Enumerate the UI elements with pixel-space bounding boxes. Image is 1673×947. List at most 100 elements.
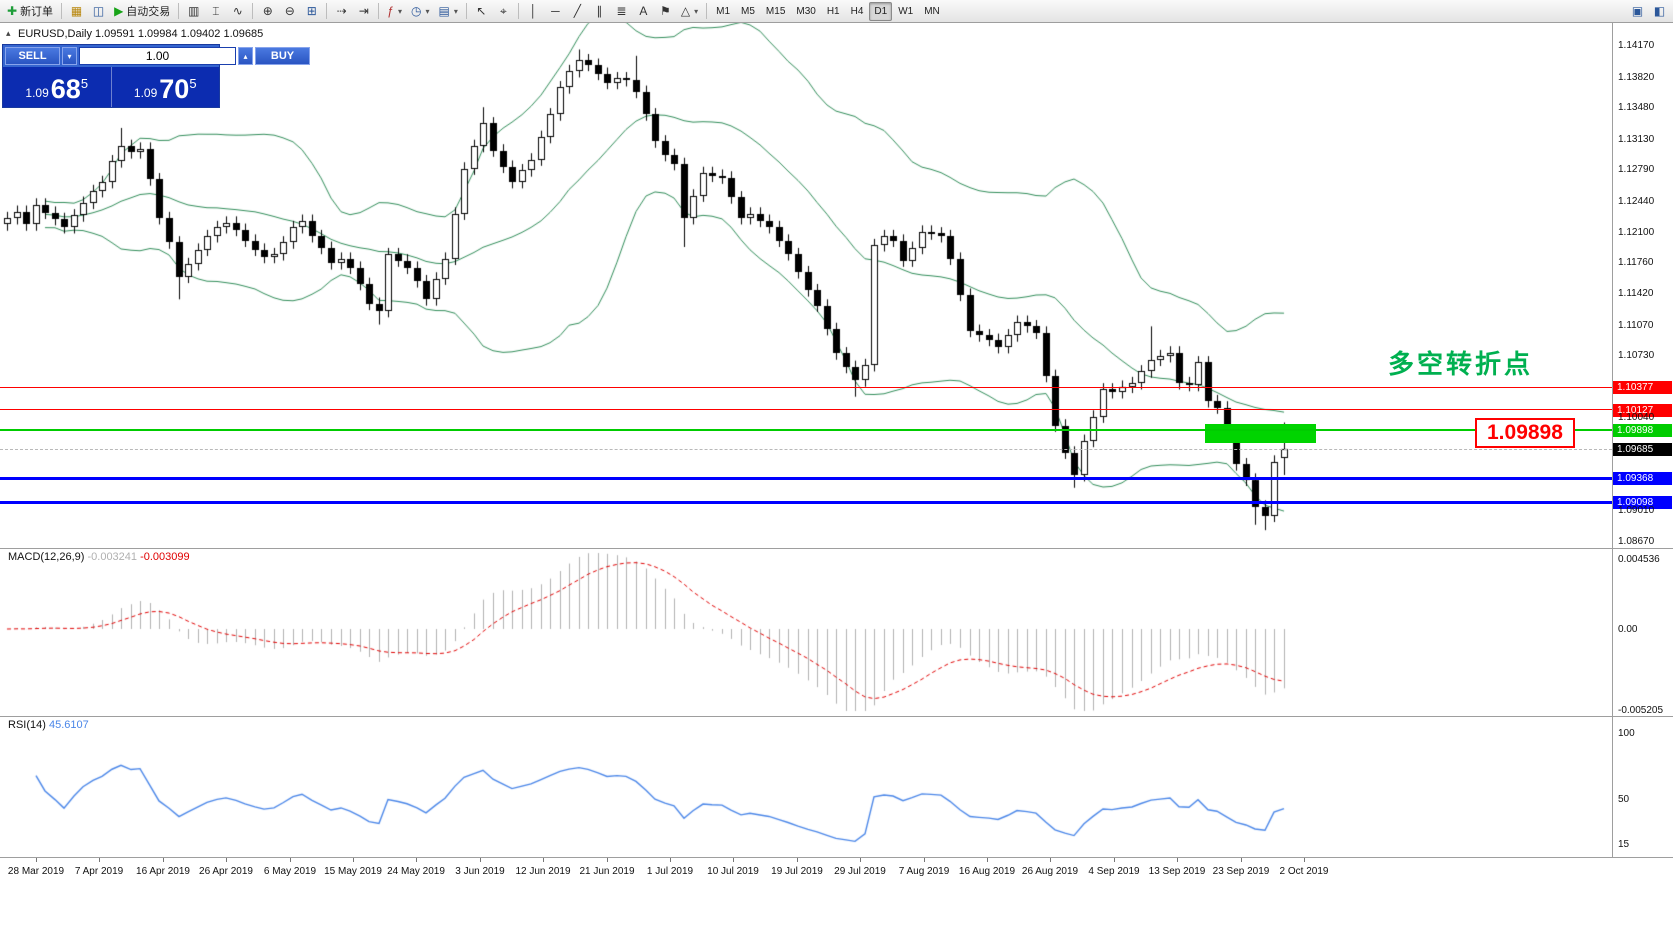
date-axis-tick [226, 858, 227, 862]
cursor-button[interactable]: ↖ [471, 2, 492, 21]
date-axis-tick [1241, 858, 1242, 862]
label-icon: ⚑ [659, 4, 671, 18]
periods-button[interactable]: ◷ ▾ [407, 2, 434, 21]
price-axis-border [1612, 23, 1613, 857]
buy-price-prefix: 1.09 [133, 86, 158, 100]
fibonacci-icon: ≣ [616, 4, 627, 18]
zoom-out-button[interactable]: ⊖ [279, 2, 300, 21]
timeframe-d1[interactable]: D1 [869, 1, 893, 21]
date-axis-tick [1114, 858, 1115, 862]
bar-chart-button[interactable]: ▥ [183, 2, 204, 21]
buy-button[interactable]: BUY [255, 47, 310, 65]
chart-properties-button[interactable]: ◧ [1649, 2, 1670, 21]
bid-price-line [0, 449, 1612, 450]
timeframe-m1[interactable]: M1 [716, 5, 731, 17]
current-price-tag: 1.09685 [1613, 443, 1672, 456]
timeframe-h1[interactable]: H1 [826, 5, 840, 17]
one-click-collapse-icon[interactable]: ▴ [6, 28, 11, 38]
templates-icon: ▤ [438, 4, 450, 18]
sell-price[interactable]: 1.09 68 5 [3, 67, 111, 107]
toolbar-separator [378, 3, 380, 19]
indicators-button[interactable]: ƒ ▾ [383, 2, 406, 21]
toolbar-separator [465, 3, 467, 19]
autotrading-button[interactable]: ▶ 自动交易 [110, 2, 174, 21]
horizontal-level-line[interactable] [0, 477, 1612, 480]
horizontal-level-line[interactable] [0, 387, 1612, 388]
timeframe-m30[interactable]: M30 [796, 5, 816, 17]
timeframe-h4[interactable]: H4 [850, 5, 864, 17]
sell-options-dropdown[interactable]: ▾ [62, 47, 77, 65]
crosshair-button[interactable]: ⌖ [493, 2, 514, 21]
price-axis-tick: 1.10040 [1618, 412, 1655, 423]
horizontal-level-line[interactable] [0, 501, 1612, 504]
channel-button[interactable]: ∥ [589, 2, 610, 21]
price-line-label: 1.10127 [1613, 404, 1672, 417]
date-axis-label: 16 Aug 2019 [958, 866, 1016, 877]
profiles-button[interactable]: ◫ [88, 2, 109, 21]
rsi-axis-tick: 50 [1618, 794, 1630, 805]
subwindow-separator[interactable] [0, 716, 1673, 717]
buy-options-dropdown[interactable]: ▴ [238, 47, 253, 65]
macd-indicator-label: MACD(12,26,9) -0.003241 -0.003099 [8, 551, 190, 563]
trendline-icon: ╱ [573, 4, 581, 18]
one-click-controls-row: SELL ▾ ▴ BUY [3, 45, 310, 67]
macd-name: MACD(12,26,9) [8, 551, 85, 563]
templates-button[interactable]: ▤ ▾ [435, 2, 462, 21]
timeframe-m15[interactable]: M15 [765, 5, 786, 17]
date-axis-label: 7 Apr 2019 [74, 866, 124, 877]
date-axis-label: 7 Aug 2019 [898, 866, 950, 877]
date-axis-label: 2 Oct 2019 [1279, 866, 1329, 877]
timeframe-m5[interactable]: M5 [741, 5, 755, 17]
text-button[interactable]: A [633, 2, 654, 21]
candlestick-chart-button[interactable]: ⌶ [205, 2, 226, 21]
line-chart-button[interactable]: ∿ [227, 2, 248, 21]
vertical-line-button[interactable]: │ [523, 2, 544, 21]
timeframe-mn[interactable]: MN [924, 5, 940, 17]
highlight-rectangle[interactable] [1205, 424, 1316, 443]
new-order-button[interactable]: ✚ 新订单 [3, 2, 57, 21]
date-axis-tick [860, 858, 861, 862]
auto-scroll-icon: ⇢ [336, 4, 347, 18]
price-axis[interactable]: 1.10377 1.10127 1.09898 1.09368 1.09098 1.096… [1612, 23, 1673, 857]
horizontal-line-button[interactable]: ─ [545, 2, 566, 21]
rsi-axis-tick: 100 [1618, 728, 1635, 739]
tile-windows-icon: ⊞ [306, 4, 317, 18]
window-layout-button[interactable]: ▣ [1627, 2, 1648, 21]
charts-button[interactable]: ▦ [66, 2, 87, 21]
turning-point-annotation[interactable]: 多空转折点 [1388, 349, 1534, 379]
price-axis-tick: 1.11760 [1618, 257, 1654, 268]
date-axis-tick [987, 858, 988, 862]
vertical-line-icon: │ [529, 4, 538, 18]
label-button[interactable]: ⚑ [655, 2, 676, 21]
tile-windows-button[interactable]: ⊞ [301, 2, 322, 21]
sell-price-prefix: 1.09 [25, 86, 49, 100]
date-axis-label: 4 Sep 2019 [1088, 866, 1140, 877]
date-axis-tick [924, 858, 925, 862]
timeframe-w1[interactable]: W1 [898, 5, 914, 17]
toolbar: ✚ 新订单 ▦ ◫ ▶ 自动交易 ▥ ⌶ ∿ ⊕ ⊖ ⊞ ⇢ ⇥ ƒ ▾ ◷ ▾ ▤ ▾ ↖ ⌖ │ ─ ╱ ∥ ≣ A ⚑ △ ▾ M1 M5… [0, 0, 1673, 23]
auto-scroll-button[interactable]: ⇢ [331, 2, 352, 21]
horizontal-level-line[interactable] [0, 409, 1612, 410]
subwindow-separator[interactable] [0, 548, 1673, 549]
trendline-button[interactable]: ╱ [567, 2, 588, 21]
dropdown-arrow-icon: ▾ [397, 6, 402, 16]
shapes-button[interactable]: △ ▾ [677, 2, 702, 21]
fibonacci-button[interactable]: ≣ [611, 2, 632, 21]
horizontal-level-line[interactable] [0, 429, 1612, 431]
date-axis-label: 13 Sep 2019 [1148, 866, 1206, 877]
chart-shift-icon: ⇥ [358, 4, 369, 18]
toolbar-separator [252, 3, 254, 19]
sell-button[interactable]: SELL [5, 47, 60, 65]
date-axis-label: 26 Apr 2019 [199, 866, 253, 877]
zoom-in-button[interactable]: ⊕ [257, 2, 278, 21]
time-axis[interactable]: 28 Mar 2019 7 Apr 2019 16 Apr 2019 26 Apr 2… [0, 857, 1673, 890]
line-chart-icon: ∿ [232, 4, 243, 18]
chart-shift-button[interactable]: ⇥ [353, 2, 374, 21]
volume-input[interactable] [79, 47, 236, 65]
date-axis-label: 10 Jul 2019 [707, 866, 759, 877]
buy-price[interactable]: 1.09 70 5 [112, 67, 220, 107]
price-callout-label[interactable]: 1.09898 [1475, 418, 1575, 448]
dropdown-arrow-icon: ▾ [425, 6, 430, 16]
